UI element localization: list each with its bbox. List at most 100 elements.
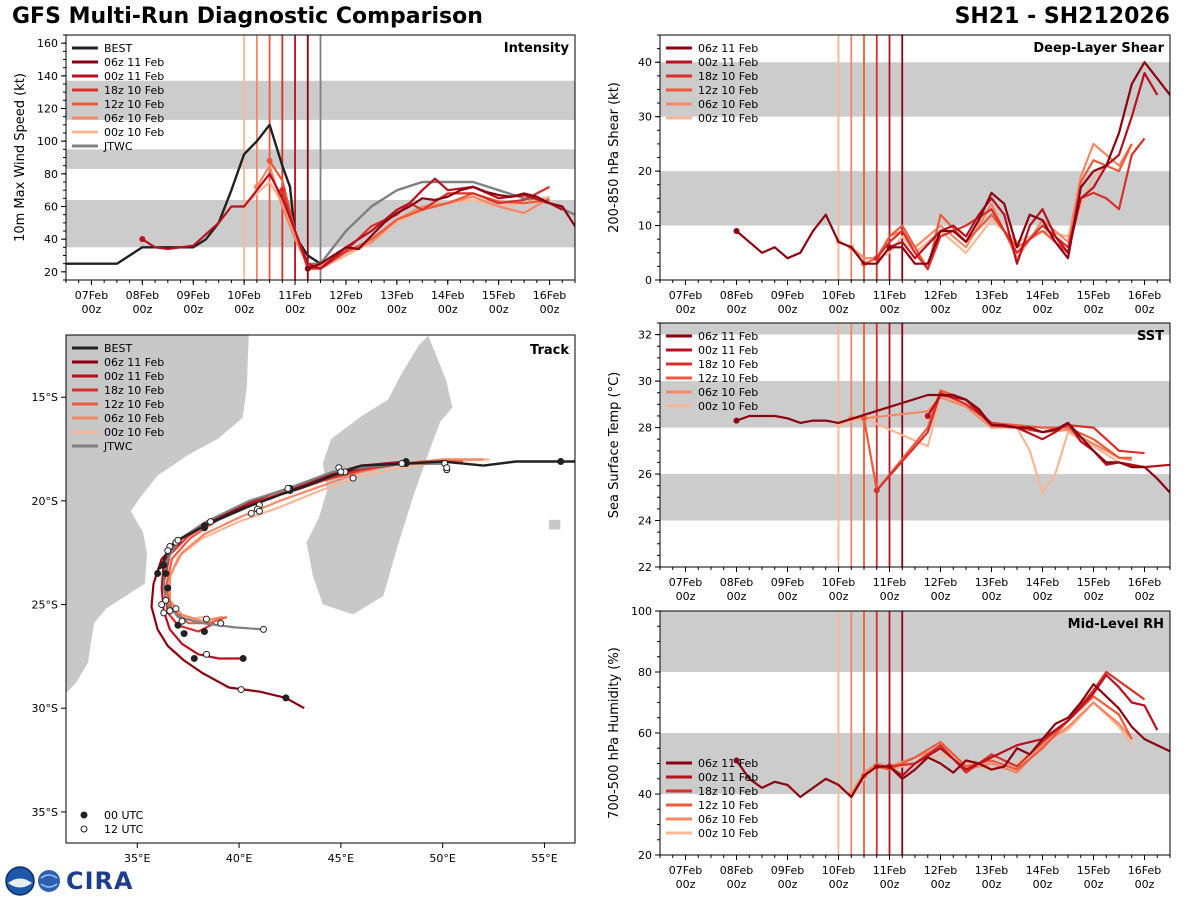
x-tick-label: 16Feb [533,289,566,302]
legend-label: 18z 10 Feb [698,70,758,83]
x-tick-label: 09Feb [177,289,210,302]
y-tick-label: 32 [638,329,652,342]
run-start-point [304,265,311,272]
run-start-point [924,412,931,419]
utc00-marker [190,654,198,662]
run-line [735,683,1170,799]
map-frame [65,334,576,844]
x-tick-label: 11Feb [873,289,906,302]
legend-label: 12z 10 Feb [698,372,758,385]
legend-marker-00utc [80,811,88,819]
best-track-line [66,123,322,265]
x-tick-label-hour: 00z [540,303,560,316]
run-line [255,164,551,267]
y-tick-label: 22 [638,561,652,574]
legend-label: 18z 10 Feb [698,358,758,371]
x-tick-label-hour: 00z [778,303,798,316]
panel-track: 35°E 40°E 45°E 50°E 55°E 15°S 20°S 25°S 30°S 35°S… [32,334,576,865]
x-tick-label-hour: 00z [1135,878,1155,891]
run-start-point [733,228,740,234]
panel-title: Intensity [504,41,570,56]
x-tick-label-hour: 00z [132,303,152,316]
legend-label: 00z 10 Feb [698,827,758,840]
y-tick-label: 26 [638,468,652,481]
x-tick-label-hour: 00z [931,878,951,891]
legend-label: 12z 10 Feb [104,398,164,411]
run-start-point [733,757,740,764]
run-line [850,701,1133,795]
x-tick-label-hour: 00z [676,878,696,891]
africa-landmass [66,335,250,695]
x-tick-label: 12Feb [329,289,362,302]
x-tick-label-hour: 00z [727,590,747,603]
x-tick-label-hour: 00z [234,303,254,316]
legend-label: 06z 10 Feb [698,98,758,111]
x-tick-label-hour: 00z [1135,590,1155,603]
shaded-band [660,62,1170,117]
x-tick-label-hour: 00z [778,878,798,891]
x-tick-label: 16Feb [1128,576,1161,589]
legend-label: 06z 10 Feb [104,412,164,425]
utc12-marker [172,605,180,613]
utc12-marker [443,464,451,472]
x-tick-label: 11Feb [873,864,906,877]
legend-label: 12z 10 Feb [104,98,164,111]
utc12-marker [217,619,225,627]
x-tick-label: 12Feb [924,289,957,302]
plot-area [66,35,575,280]
y-tick-label: 100 [37,135,58,148]
x-tick-label-hour: 00z [1084,590,1104,603]
run-start-point [873,255,880,262]
y-tick-label: 100 [631,605,652,618]
x-tick-label: 15Feb [482,289,515,302]
x-tick-label-hour: 00z [387,303,407,316]
utc12-marker [207,518,215,526]
x-tick-label-hour: 00z [183,303,203,316]
x-tick-label: 11Feb [873,576,906,589]
x-tick-label-hour: 00z [880,303,900,316]
plot-area [660,323,1170,567]
utc12-marker [166,607,174,615]
x-tick-label: 13Feb [975,864,1008,877]
panel-title: SST [1137,329,1164,344]
x-tick-label-hour: 00z [438,303,458,316]
shaded-band [660,611,1170,672]
marker-legend-label: 00 UTC [104,809,144,822]
y-tick-label: 60 [638,727,652,740]
map-area [66,335,575,710]
utc12-marker [259,625,267,633]
utc00-marker [160,561,168,569]
y-tick-label: 40 [638,56,652,69]
run-line [889,71,1159,265]
run-line [862,389,1132,492]
panel-title: Deep-Layer Shear [1033,41,1164,56]
x-tick-label: 07Feb [669,289,702,302]
x-tick-label: 07Feb [669,864,702,877]
utc00-marker [200,522,208,530]
y-axis-label: 200-850 hPa Shear (kt) [607,82,622,233]
legend-label: JTWC [103,140,133,153]
x-tick-label: 14Feb [1026,576,1059,589]
legend-label: 00z 11 Feb [698,56,758,69]
y-tick-label: 0 [645,274,652,287]
x-tick-label: 10Feb [227,289,260,302]
lat-tick-label: 15°S [32,391,58,404]
x-tick-label: 14Feb [1026,289,1059,302]
panel-shear: 01020304007Feb00z08Feb00z09Feb00z10Feb00… [607,34,1171,316]
run-line [736,393,1170,494]
lat-tick-label: 35°S [32,806,58,819]
run-start-point [861,415,867,422]
legend-label: 00z 10 Feb [698,400,758,413]
y-tick-label: 140 [37,70,58,83]
y-tick-label: 20 [44,266,58,279]
utc12-marker [202,650,210,658]
run-line [875,137,1146,271]
run-line [307,185,575,270]
lat-tick-label: 30°S [32,702,58,715]
x-tick-label: 15Feb [1077,576,1110,589]
utc12-marker [202,615,210,623]
x-tick-label: 08Feb [126,289,159,302]
legend-label: 18z 10 Feb [698,785,758,798]
x-tick-label-hour: 00z [336,303,356,316]
